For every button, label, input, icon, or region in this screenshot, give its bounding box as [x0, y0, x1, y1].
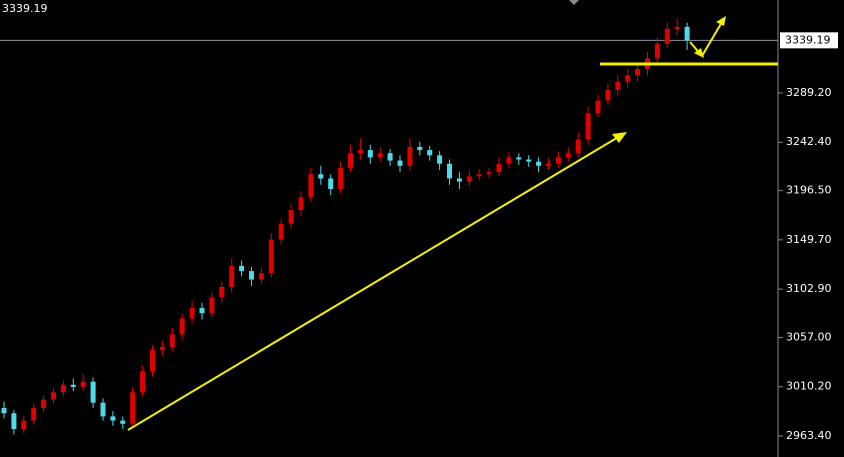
up-arrow-head: [716, 16, 726, 26]
candle-body: [407, 146, 413, 166]
candle-body: [575, 139, 581, 154]
candle-body: [229, 265, 235, 287]
candle-body: [456, 178, 462, 182]
candle-body: [150, 350, 155, 372]
y-tick-label: 3242.40: [786, 135, 832, 148]
candle-body: [437, 155, 443, 164]
candle-body: [476, 174, 482, 177]
y-tick-label: 3196.50: [786, 184, 832, 197]
candle-body: [249, 271, 254, 280]
candle-body: [546, 163, 551, 166]
candle-body: [585, 113, 591, 140]
candle-body: [159, 346, 165, 351]
y-tick-label: 2963.40: [786, 429, 832, 442]
candle-body: [387, 153, 393, 161]
candle-body: [120, 420, 126, 424]
candle-body: [674, 26, 680, 29]
candle-body: [516, 157, 522, 160]
candle-body: [318, 174, 324, 179]
trend-line: [127, 135, 621, 431]
candle-body: [615, 81, 621, 91]
candle-body: [377, 153, 383, 158]
candle-body: [565, 153, 571, 158]
candle-body: [199, 307, 205, 314]
candle-body: [595, 100, 601, 114]
candle-body: [496, 163, 502, 173]
candle-body: [268, 239, 274, 274]
candle-body: [357, 150, 363, 154]
candle-body: [635, 68, 641, 76]
candle-body: [348, 153, 353, 168]
candle-body: [466, 176, 472, 182]
candle-body: [110, 416, 116, 421]
candle-body: [555, 157, 561, 164]
candle-body: [367, 150, 373, 158]
candle-body: [209, 297, 215, 314]
current-price-box: [780, 32, 838, 49]
candle-body: [80, 381, 86, 387]
candle-body: [140, 371, 146, 393]
candle-body: [11, 413, 17, 430]
plot-area: [0, 18, 778, 435]
y-tick-label: 3289.20: [786, 86, 832, 99]
candle-body: [219, 286, 225, 298]
candle-body: [664, 28, 670, 44]
candle-body: [169, 334, 175, 347]
current-price-text: 3339.19: [2, 2, 48, 15]
y-tick-label: 3010.20: [786, 380, 832, 393]
candle-body: [1, 407, 7, 414]
candle-body: [308, 174, 314, 198]
candle-body: [328, 178, 334, 189]
candle-body: [60, 384, 66, 393]
candle-body: [397, 160, 403, 166]
candle-body: [417, 146, 423, 151]
candle-body: [278, 223, 284, 240]
candle-body: [625, 75, 631, 82]
candle-body: [684, 26, 690, 41]
candle-body: [526, 159, 532, 162]
candle-body: [21, 420, 27, 430]
candle-body: [258, 273, 264, 280]
candle-body: [486, 172, 492, 175]
candle-body: [298, 197, 304, 211]
candle-body: [605, 90, 611, 101]
candle-body: [239, 265, 245, 272]
candle-body: [288, 210, 294, 224]
candle-body: [338, 167, 344, 189]
candle-body: [31, 407, 37, 421]
candle-body: [179, 318, 185, 335]
candle-body: [130, 392, 136, 424]
candle-body: [189, 307, 195, 319]
candle-body: [447, 163, 452, 179]
candle-body: [427, 150, 433, 156]
trend-arrow-head: [612, 132, 627, 143]
candle-body: [506, 157, 512, 164]
current-price-label: 3339.19: [785, 33, 831, 46]
annotations: [127, 16, 778, 431]
candle-body: [90, 381, 96, 403]
scroll-marker: [569, 0, 579, 5]
y-tick-label: 3102.90: [786, 282, 832, 295]
candle-body: [100, 402, 106, 417]
candle-body: [70, 384, 76, 387]
candle-body: [41, 399, 47, 408]
candle-body: [654, 43, 660, 59]
y-tick-label: 3149.70: [786, 233, 832, 246]
candle-body: [51, 392, 56, 400]
candle-body: [536, 161, 542, 166]
y-tick-label: 3057.00: [786, 330, 832, 343]
up-arrow: [701, 21, 723, 57]
